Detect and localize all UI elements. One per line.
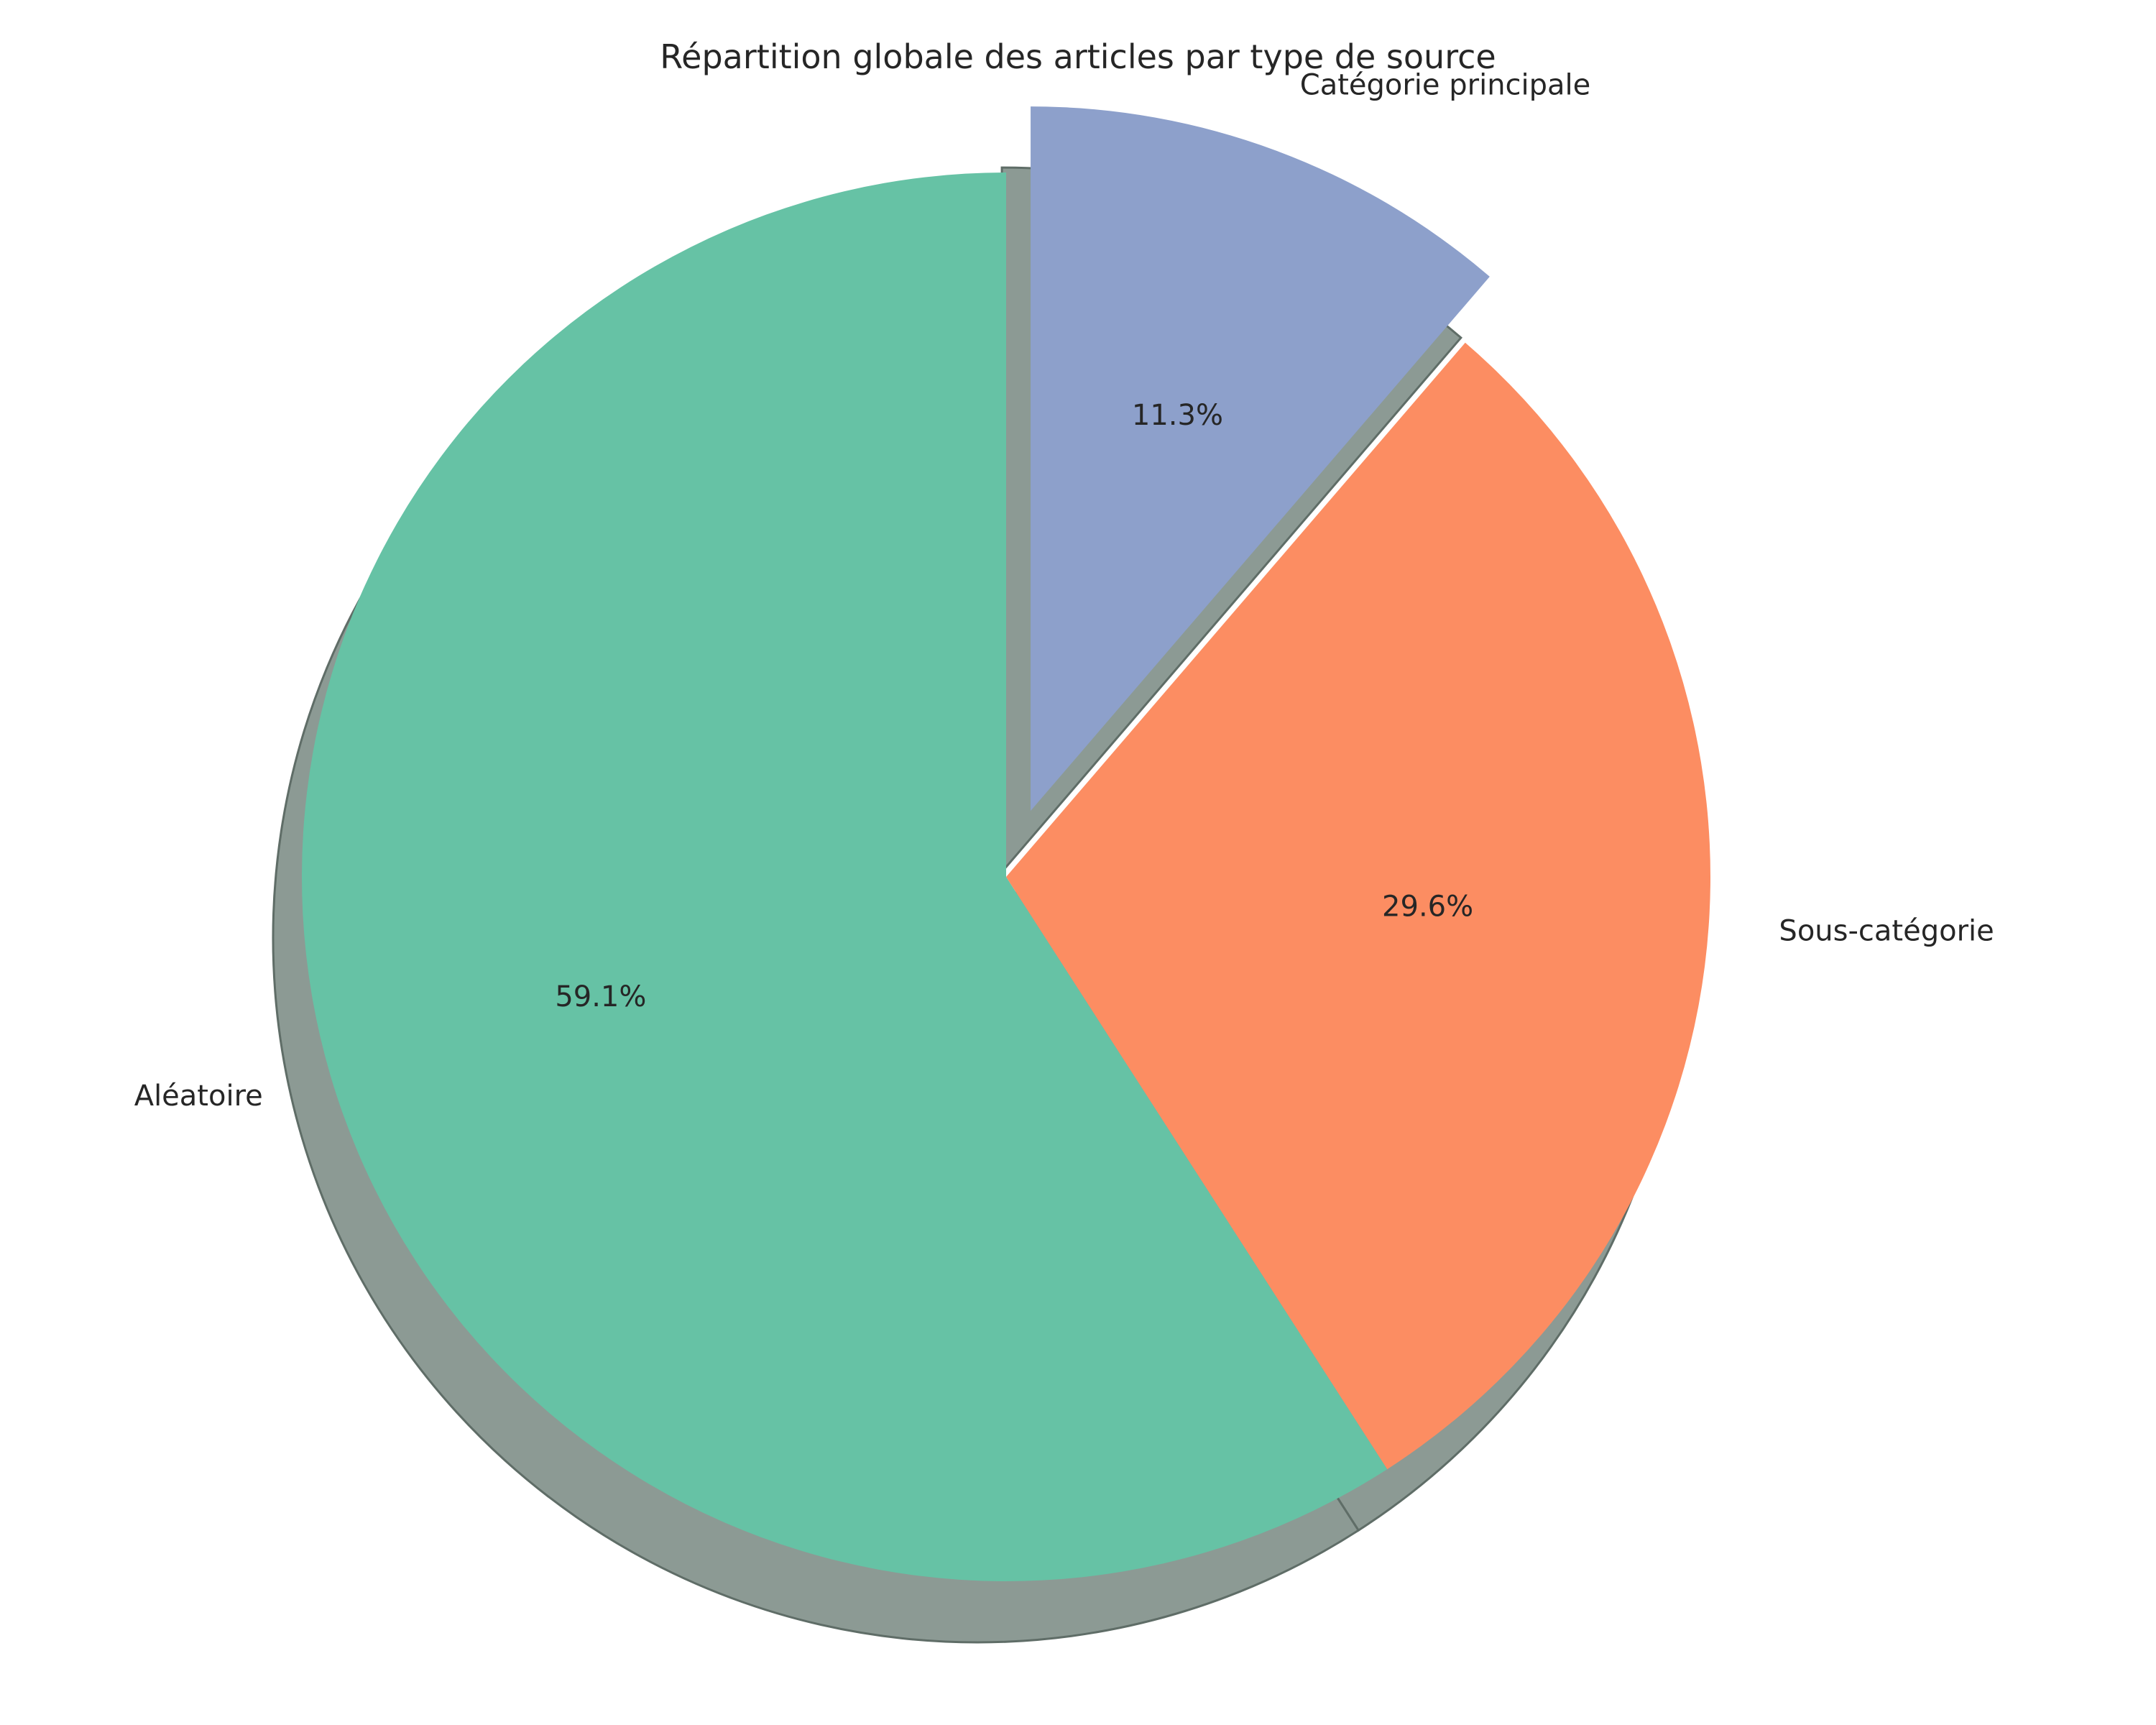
slice-label-aleatoire: Aléatoire xyxy=(134,1080,263,1113)
pct-label-aleatoire: 59.1% xyxy=(555,980,646,1013)
slice-label-categorie-principale: Catégorie principale xyxy=(1300,68,1591,101)
pct-label-categorie-principale: 11.3% xyxy=(1132,399,1223,432)
pie-slice-categorie-principale xyxy=(1031,106,1490,811)
slice-label-sous-categorie: Sous-catégorie xyxy=(1779,914,1994,947)
pie-slice-aleatoire xyxy=(302,172,1388,1581)
slice-layer xyxy=(302,106,1710,1581)
pie-slice-sous-categorie xyxy=(1006,342,1710,1470)
chart-title: Répartition globale des articles par typ… xyxy=(660,37,1496,76)
label-layer: 59.1% Aléatoire 29.6% Sous-catégorie 11.3% Ca… xyxy=(134,68,1994,1113)
pct-label-sous-categorie: 29.6% xyxy=(1382,891,1473,924)
